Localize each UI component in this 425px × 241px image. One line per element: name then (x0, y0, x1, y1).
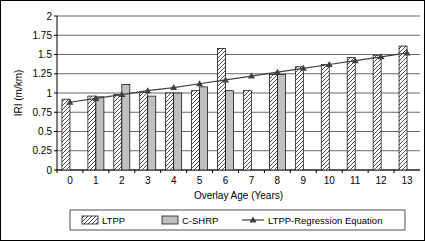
marker (222, 76, 229, 82)
x-tick (212, 170, 213, 173)
x-tick-label: 8 (275, 175, 281, 186)
bar (399, 46, 407, 170)
bar (243, 91, 251, 170)
marker (404, 49, 411, 55)
x-tick (264, 170, 265, 173)
y-tick-label: 1 (46, 88, 52, 99)
bar (122, 85, 130, 170)
bar (166, 93, 174, 170)
bar (295, 67, 303, 170)
legend-label: LTPP (102, 215, 125, 226)
grid-line (57, 16, 420, 17)
legend-label: LTPP-Regression Equation (268, 215, 382, 226)
y-tick-label: 0 (46, 165, 52, 176)
marker (118, 91, 125, 97)
bar (62, 99, 70, 170)
bar (174, 93, 182, 170)
x-tick (316, 170, 317, 173)
legend-label: C-SHRP (182, 215, 218, 226)
grid-line (57, 131, 420, 132)
plot-marks (62, 46, 411, 170)
marker (352, 57, 359, 63)
marker (92, 95, 99, 101)
x-tick (82, 170, 83, 173)
y-tick-label: 0.5 (38, 126, 52, 137)
bar (192, 91, 200, 170)
y-tick-label: 1.5 (38, 49, 52, 60)
x-tick (57, 170, 58, 173)
marker (66, 99, 73, 105)
y-axis (57, 16, 58, 170)
bar (226, 91, 234, 170)
x-tick-label: 5 (197, 175, 203, 186)
x-tick-label: 13 (401, 175, 413, 186)
grid-line (57, 73, 420, 74)
x-tick (290, 170, 291, 173)
bar (88, 96, 96, 170)
marker (248, 73, 255, 79)
regression-line (70, 53, 407, 102)
grid-line (57, 150, 420, 151)
marker (378, 53, 385, 59)
x-tick-label: 1 (93, 175, 99, 186)
bar (140, 92, 148, 170)
bar (148, 96, 156, 170)
bar (218, 48, 226, 170)
marker (170, 84, 177, 90)
x-tick (342, 170, 343, 173)
x-tick (238, 170, 239, 173)
grid-line (57, 112, 420, 113)
x-tick-label: 6 (223, 175, 229, 186)
legend (70, 210, 405, 230)
marker (144, 87, 151, 93)
legend-marker (250, 217, 257, 223)
bar (277, 75, 285, 170)
grid-line (57, 35, 420, 36)
y-tick-label: 0.25 (33, 145, 53, 156)
x-tick-label: 4 (171, 175, 177, 186)
x-tick (368, 170, 369, 173)
y-tick-label: 2 (46, 11, 52, 22)
marker (326, 61, 333, 67)
bar (373, 55, 381, 170)
x-tick-label: 7 (249, 175, 255, 186)
y-tick-label: 1.25 (33, 68, 53, 79)
x-tick (134, 170, 135, 173)
x-tick-label: 10 (324, 175, 336, 186)
x-tick-label: 2 (119, 175, 125, 186)
x-axis-title: Overlay Age (Years) (194, 190, 283, 201)
x-tick (186, 170, 187, 173)
bar (114, 95, 122, 170)
bar (96, 97, 104, 170)
x-tick-label: 0 (67, 175, 73, 186)
bar (269, 75, 277, 170)
grid-line (57, 54, 420, 55)
outer-border (1, 1, 425, 241)
bar (321, 65, 329, 170)
bar (200, 87, 208, 170)
y-axis-title: IRI (m/km) (13, 70, 24, 117)
x-tick-label: 9 (301, 175, 307, 186)
x-tick (160, 170, 161, 173)
x-tick-label: 11 (350, 175, 361, 186)
grid-line (57, 93, 420, 94)
marker (196, 80, 203, 86)
x-tick-label: 12 (376, 175, 388, 186)
legend-swatch (82, 216, 98, 224)
marker (274, 69, 281, 75)
legend-swatch (162, 216, 178, 224)
x-tick (394, 170, 395, 173)
y-tick-label: 1.75 (33, 30, 53, 41)
marker (300, 65, 307, 71)
bar (347, 58, 355, 170)
x-tick (108, 170, 109, 173)
chart: 00.250.50.7511.251.51.752012345678910111… (0, 0, 425, 241)
x-tick-label: 3 (145, 175, 151, 186)
y-tick-label: 0.75 (33, 107, 53, 118)
